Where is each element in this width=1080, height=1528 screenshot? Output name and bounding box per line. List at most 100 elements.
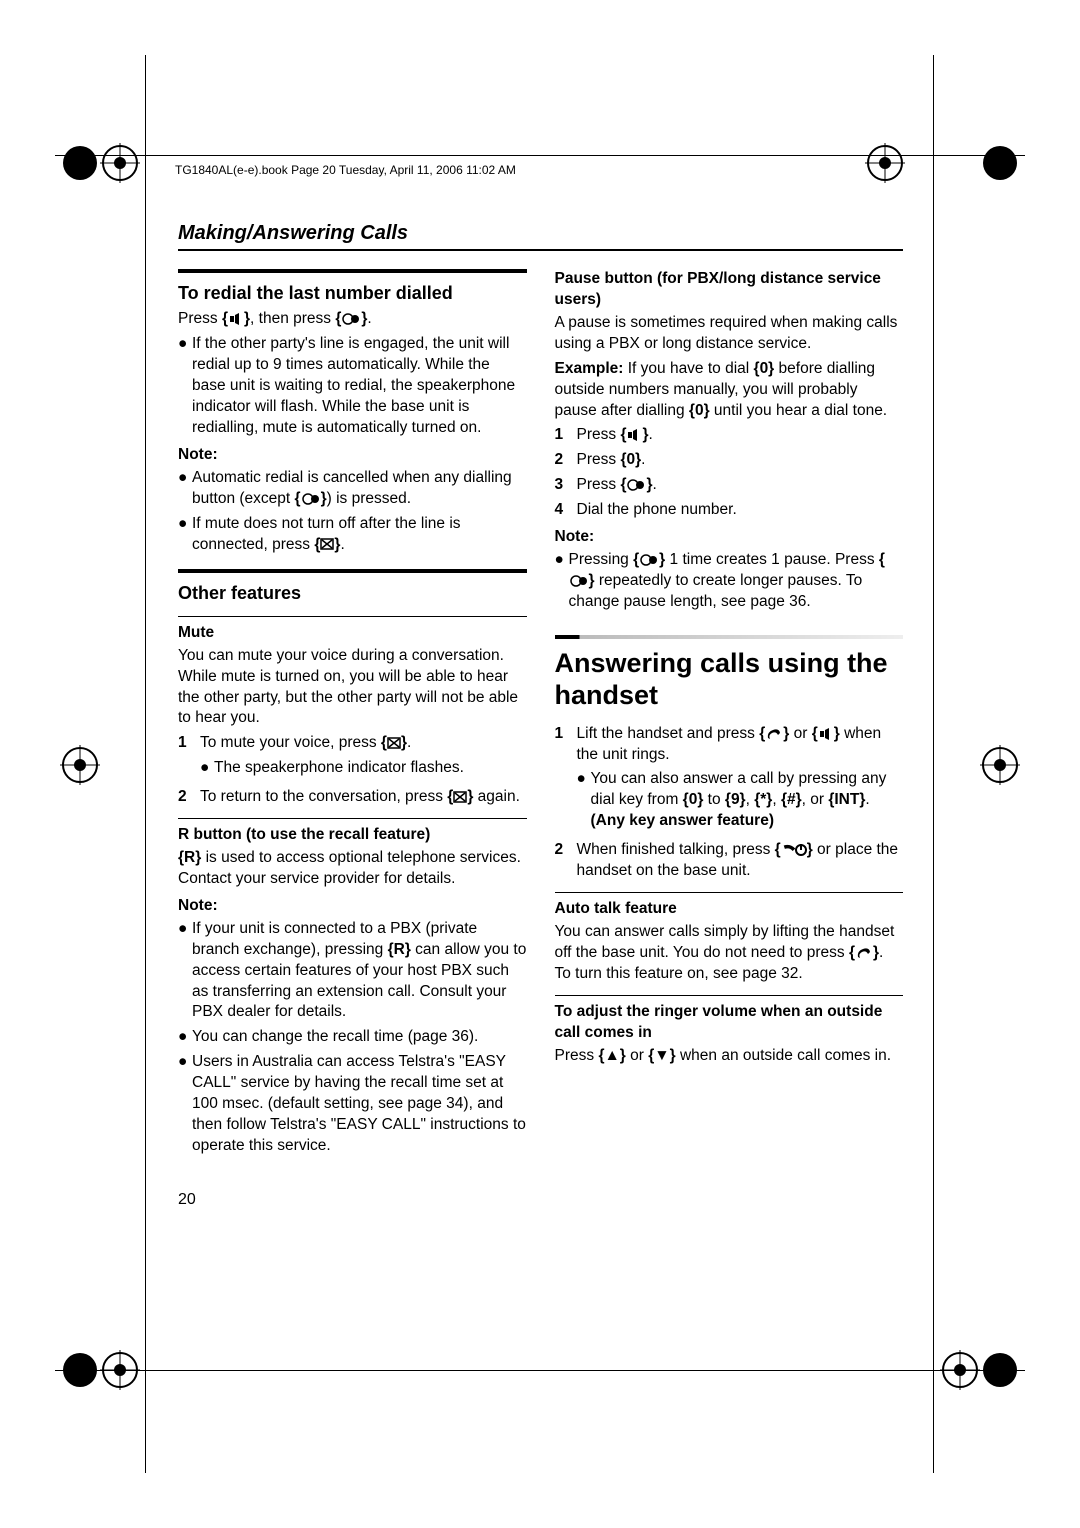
text: A pause is sometimes required when makin… (555, 313, 904, 355)
nine-key: {9} (725, 791, 746, 808)
text: You can answer calls simply by lifting t… (555, 922, 904, 985)
pause-key-icon: {} (620, 476, 652, 493)
list-item: 1 Lift the handset and press {} or {} wh… (555, 724, 904, 837)
text: . (367, 310, 371, 327)
text: Users in Australia can access Telstra's … (192, 1052, 527, 1157)
text: You can change the recall time (page 36)… (192, 1027, 478, 1048)
speakerphone-key-icon: {} (222, 310, 250, 327)
reg-mark (865, 143, 905, 183)
note-label: Note: (178, 445, 527, 466)
page-content: Making/Answering Calls To redial the las… (178, 222, 903, 1161)
star-key: {*} (754, 791, 772, 808)
mute-key-icon: {} (314, 536, 340, 553)
rule (178, 818, 527, 819)
list-item: 3Press {}. (555, 475, 904, 496)
text: Example: If you have to dial {0} before … (555, 359, 904, 422)
reg-mark (60, 745, 100, 785)
list-item: ●Automatic redial is cancelled when any … (178, 468, 527, 510)
list-item: ●The speakerphone indicator flashes. (200, 758, 464, 779)
talk-key-icon: {} (849, 944, 879, 961)
text: If the other party's line is engaged, th… (192, 334, 527, 439)
crop-line-right (933, 55, 934, 1473)
heading-answering: Answering calls using the handset (555, 647, 904, 712)
list-item: 2When finished talking, press {} or plac… (555, 840, 904, 882)
text: If your unit is connected to a PBX (priv… (192, 919, 527, 1024)
heading-redial: To redial the last number dialled (178, 281, 527, 305)
reg-mark (60, 143, 100, 183)
heading-other-features: Other features (178, 581, 527, 605)
text: Press {}. (577, 425, 653, 446)
left-column: To redial the last number dialled Press … (178, 269, 527, 1161)
subheading-pause: Pause button (for PBX/long distance serv… (555, 269, 904, 311)
list-item: 2Press {0}. (555, 450, 904, 471)
rule (178, 269, 527, 273)
int-key: {INT} (828, 791, 865, 808)
section-rule (555, 635, 904, 639)
text: {R} is used to access optional telephone… (178, 848, 527, 890)
subheading-mute: Mute (178, 623, 527, 644)
down-key-icon: {▼} (648, 1047, 675, 1064)
text: Press {▲} or {▼} when an outside call co… (555, 1046, 904, 1067)
list-item: ●If your unit is connected to a PBX (pri… (178, 919, 527, 1024)
example-label: Example: (555, 360, 624, 377)
bold-text: (Any key answer feature) (591, 812, 775, 829)
text: To return to the conversation, press {} … (200, 787, 520, 808)
list-item: ●If the other party's line is engaged, t… (178, 334, 527, 439)
print-header: TG1840AL(e-e).book Page 20 Tuesday, Apri… (175, 163, 516, 177)
page-number: 20 (178, 1191, 196, 1209)
crop-line-bottom (55, 1370, 1025, 1371)
text: If mute does not turn off after the line… (192, 514, 527, 556)
reg-mark (940, 1350, 980, 1390)
text: When finished talking, press {} or place… (577, 840, 904, 882)
right-column: Pause button (for PBX/long distance serv… (555, 269, 904, 1161)
section-title: Making/Answering Calls (178, 222, 903, 251)
speakerphone-key-icon: {} (620, 426, 648, 443)
mute-key-icon: {} (381, 734, 407, 751)
reg-mark (100, 1350, 140, 1390)
mute-key-icon: {} (447, 788, 473, 805)
list-item: ●If mute does not turn off after the lin… (178, 514, 527, 556)
note-label: Note: (178, 896, 527, 917)
text: To mute your voice, press (200, 734, 381, 751)
hash-key: {#} (781, 791, 802, 808)
reg-mark (980, 143, 1020, 183)
list-item: 1 To mute your voice, press {}. ●The spe… (178, 733, 527, 783)
crop-line-left (145, 55, 146, 1473)
text: Dial the phone number. (577, 500, 737, 521)
note-label: Note: (555, 527, 904, 548)
text: You can mute your voice during a convers… (178, 646, 527, 730)
speakerphone-key-icon: {} (812, 725, 840, 742)
reg-mark (980, 745, 1020, 785)
list-item: ●You can also answer a call by pressing … (577, 769, 904, 832)
rule (178, 616, 527, 617)
reg-mark (100, 143, 140, 183)
text: Press {}, then press {}. (178, 309, 527, 330)
list-item: ●You can change the recall time (page 36… (178, 1027, 527, 1048)
list-item: ●Pressing {} 1 time creates 1 pause. Pre… (555, 550, 904, 613)
subheading-auto-talk: Auto talk feature (555, 899, 904, 920)
talk-key-icon: {} (759, 725, 789, 742)
r-key: {R} (388, 941, 411, 958)
subheading-r-button: R button (to use the recall feature) (178, 825, 527, 846)
subheading-ringer-volume: To adjust the ringer volume when an outs… (555, 1002, 904, 1044)
text: The speakerphone indicator flashes. (214, 758, 464, 779)
text: Automatic redial is cancelled when any d… (192, 468, 527, 510)
off-key-icon: {} (775, 841, 813, 858)
text: Press {}. (577, 475, 657, 496)
pause-key-icon: {} (335, 310, 367, 327)
pause-key-icon: {} (633, 551, 665, 568)
reg-mark (980, 1350, 1020, 1390)
zero-key: {0} (689, 402, 710, 419)
zero-key: {0} (683, 791, 704, 808)
reg-mark (60, 1350, 100, 1390)
list-item: 2To return to the conversation, press {}… (178, 787, 527, 808)
up-key-icon: {▲} (598, 1047, 625, 1064)
text: Press {0}. (577, 450, 646, 471)
pause-key-icon: {} (295, 490, 327, 507)
r-key: {R} (178, 849, 201, 866)
rule (555, 995, 904, 996)
list-item: 4Dial the phone number. (555, 500, 904, 521)
rule (178, 569, 527, 573)
text: , then press (250, 310, 335, 327)
list-item: ●Users in Australia can access Telstra's… (178, 1052, 527, 1157)
